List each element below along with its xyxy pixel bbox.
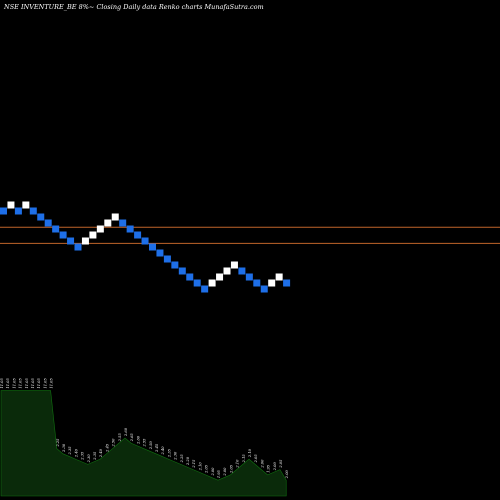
volume-label: 2.20 [186, 456, 190, 466]
volume-label: 1.95 [217, 469, 221, 478]
volume-label: 2.35 [93, 451, 97, 461]
renko-brick [156, 249, 164, 257]
volume-label: 11.05 [19, 378, 23, 389]
renko-brick [44, 219, 52, 227]
renko-brick [81, 237, 89, 245]
volume-label: 2.45 [155, 443, 159, 453]
renko-brick [186, 273, 194, 281]
volume-label: 11.05 [6, 378, 10, 389]
renko-brick [74, 243, 82, 251]
volume-label: 2.00 [211, 467, 215, 477]
volume-label: 11.05 [50, 378, 54, 389]
renko-brick [119, 219, 127, 227]
volume-label: 2.40 [74, 448, 78, 458]
renko-brick [216, 273, 224, 281]
renko-brick [111, 213, 119, 221]
renko-brick [126, 225, 134, 233]
volume-label: 2.65 [130, 433, 134, 443]
renko-bricks [0, 201, 291, 293]
renko-brick [253, 279, 261, 287]
renko-brick [29, 207, 37, 215]
volume-label: 2.35 [167, 448, 171, 458]
renko-brick [96, 225, 104, 233]
renko-brick [89, 231, 97, 239]
volume-label: 2.05 [205, 464, 209, 474]
renko-brick [134, 231, 142, 239]
renko-brick [283, 279, 291, 287]
renko-brick [37, 213, 45, 221]
volume-label: 2.45 [105, 443, 109, 453]
volume-label: 2.25 [56, 438, 60, 448]
renko-brick [149, 243, 156, 251]
volume-panel [0, 390, 287, 497]
renko-brick [178, 267, 186, 275]
renko-brick [230, 261, 238, 269]
volume-label: 2.60 [136, 435, 140, 445]
renko-brick [223, 267, 231, 275]
chart-title: NSE INVENTURE_BE 8%~ Closing Daily data … [3, 3, 264, 11]
volume-label: 2.00 [223, 467, 227, 477]
volume-label: 2.05 [279, 459, 283, 469]
volume-label: 2.40 [161, 446, 165, 456]
renko-brick [141, 237, 149, 245]
volume-label: 11.05 [31, 378, 35, 389]
renko-brick [163, 255, 171, 263]
volume-label: 11.05 [43, 378, 47, 389]
renko-brick [22, 201, 30, 209]
renko-brick [268, 279, 276, 287]
renko-brick [201, 285, 209, 293]
volume-label: 11.05 [37, 378, 41, 389]
renko-brick [208, 279, 216, 287]
volume-label: 2.00 [273, 462, 277, 472]
renko-brick [275, 273, 283, 281]
renko-brick [59, 231, 67, 239]
volume-label: 2.35 [68, 446, 72, 456]
renko-brick [7, 201, 15, 209]
volume-label: 2.15 [242, 454, 246, 464]
volume-label: 2.30 [87, 454, 91, 464]
volume-label: 2.30 [174, 451, 178, 461]
volume-label: 2.60 [124, 427, 128, 437]
volume-label: 2.15 [192, 459, 196, 469]
volume-label: 2.30 [62, 443, 66, 453]
volume-label: 1.95 [267, 464, 271, 473]
renko-brick [238, 267, 246, 275]
renko-brick [104, 219, 112, 227]
volume-label: 2.05 [254, 454, 258, 464]
volume-label: 2.25 [180, 454, 184, 464]
volume-label: 2.40 [99, 448, 103, 458]
volume-label: 2.35 [81, 451, 85, 461]
volume-label: 2.10 [198, 462, 202, 472]
renko-brick [260, 285, 268, 293]
volume-label: 2.55 [118, 433, 122, 443]
volume-label: 2.10 [236, 459, 240, 469]
renko-brick [67, 237, 75, 245]
volume-label: 2.05 [229, 464, 233, 474]
volume-labels: 11.05 11.05 11.05 11.05 11.05 11.05 11.05 11.05… [0, 378, 289, 480]
volume-area-shape [0, 390, 287, 497]
renko-brick [52, 225, 60, 233]
volume-label: 2.10 [248, 448, 252, 458]
volume-label: 11.05 [0, 378, 4, 389]
renko-brick [14, 207, 22, 215]
volume-label: 2.55 [143, 438, 147, 448]
volume-label: 2.50 [149, 440, 153, 450]
renko-brick [193, 279, 201, 287]
volume-label: 11.05 [12, 378, 16, 389]
volume-label: 2.00 [285, 469, 289, 479]
volume-label: 2.50 [112, 438, 116, 448]
renko-brick [0, 207, 7, 215]
volume-label: 11.05 [25, 378, 29, 389]
volume-label: 2.00 [260, 459, 264, 469]
renko-brick [245, 273, 253, 281]
renko-brick [171, 261, 179, 269]
